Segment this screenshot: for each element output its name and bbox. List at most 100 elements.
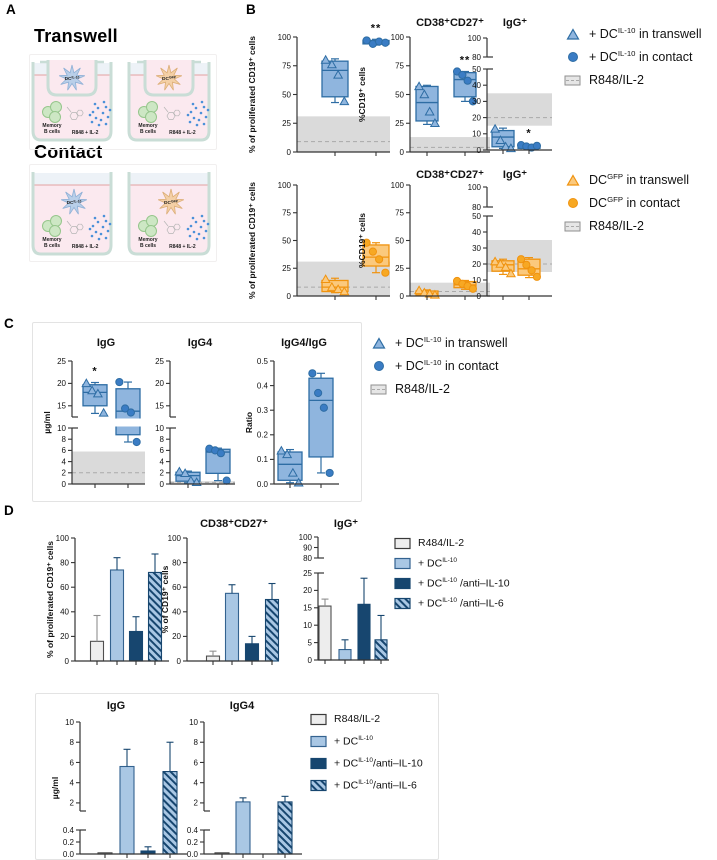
box-group: * — [516, 128, 542, 152]
boxplot-igg-pos-dcil10: * 0 10 20 30 40 50 80 100 IgG⁺ — [468, 17, 552, 155]
legend-item: + DCIL-10 in contact — [564, 45, 702, 68]
il2-dot — [106, 229, 110, 233]
il2-dot — [188, 120, 192, 124]
il2-dot — [189, 110, 193, 114]
y-tick-label: 20 — [472, 260, 481, 269]
y-tick-label: 2 — [62, 469, 67, 478]
well-wall — [127, 172, 211, 256]
il2-dot — [191, 102, 195, 106]
data-point-triangle — [180, 468, 191, 478]
y-tick-label: 100 — [56, 534, 70, 543]
legend-item: R484/IL-2 — [394, 533, 510, 553]
data-point-triangle — [490, 123, 501, 133]
legend-item: + DCIL-10 — [394, 553, 510, 573]
triangle-blue-icon — [566, 27, 580, 40]
data-point-triangle — [500, 261, 511, 271]
bar-white — [205, 650, 221, 662]
legend-item: + DCIL-10 in transwell — [370, 331, 508, 354]
il2-dot — [108, 108, 112, 112]
stimulus-label: R848 + IL-2 — [72, 130, 99, 136]
y-tick-label: 5 — [308, 638, 313, 647]
bar-lightblue — [235, 797, 251, 855]
y-axis-label: % of CD19⁺ cells — [160, 565, 170, 633]
box-group — [490, 256, 516, 278]
panel-a-label: A — [6, 2, 16, 17]
y-tick-label: 0 — [287, 292, 292, 301]
chart-title: IgG⁺ — [503, 17, 527, 29]
y-tick-label: 60 — [172, 583, 181, 592]
y-axis-label: %CD19⁺ cells — [357, 213, 367, 268]
y-tick-label: 90 — [303, 543, 312, 552]
il2-dot — [197, 232, 201, 236]
r848-molecule-icon — [166, 223, 181, 234]
il2-dot — [99, 118, 103, 122]
transwell-diagram-frame — [29, 54, 217, 150]
il2-dot — [93, 216, 97, 220]
legend-item: DCGFP in contact — [564, 191, 689, 214]
legend-label: R848/IL-2 — [395, 381, 450, 396]
il2-dot — [195, 123, 199, 127]
stimulus-label: R848 + IL-2 — [72, 244, 99, 250]
y-tick-label: 100 — [168, 534, 182, 543]
data-point-triangle — [333, 284, 344, 294]
y-tick-label: 0.0 — [187, 850, 199, 859]
box-group — [414, 81, 440, 127]
y-tick-label: 0.4 — [187, 826, 199, 835]
y-tick-label: 40 — [472, 81, 481, 90]
b-cells-label: Memory — [42, 237, 61, 243]
bar-navy — [244, 635, 260, 662]
b-cells-label: Memory — [42, 123, 61, 129]
data-point-triangle — [87, 385, 98, 395]
data-point-triangle — [282, 449, 293, 459]
legend-panel-d-top: R484/IL-2 + DCIL-10 + DCIL-10 /anti–IL-10 … — [394, 533, 510, 613]
data-point-triangle — [339, 96, 350, 106]
data-point-circle — [319, 403, 328, 412]
band-grey-icon — [564, 221, 581, 231]
il2-dot — [197, 118, 201, 122]
panel-c-frame — [32, 322, 362, 502]
y-tick-label: 80 — [472, 203, 481, 212]
b-cells-label: Memory — [138, 123, 157, 129]
legend-dcgfp-transwell-contact: DCGFP in transwell DCGFP in contact R848/I… — [564, 168, 689, 237]
y-tick-label: 0 — [477, 146, 482, 155]
contact-diagram-frame — [29, 164, 217, 262]
y-tick-label: 10 — [303, 621, 312, 630]
data-point-triangle — [419, 89, 430, 99]
panel-d-label: D — [4, 503, 14, 518]
legend-label: R848/IL-2 — [589, 72, 644, 87]
il2-dot — [93, 102, 97, 106]
boxplot-proliferation-dcgfp: 0 25 50 75 100 % of proliferated CD19⁺ cells — [247, 181, 390, 301]
y-tick-label: 2 — [160, 469, 165, 478]
y-tick-label: 0.4 — [63, 826, 75, 835]
memory-b-cell — [50, 101, 62, 113]
chart-title: IgG — [107, 700, 125, 712]
y-tick-label: 100 — [391, 33, 405, 42]
memory-b-cell — [50, 215, 62, 227]
significance-mark: * — [92, 366, 97, 378]
barchart-igg4-concentration: 0.0 0.2 0.4 2 4 6 8 10 IgG4 — [187, 700, 302, 859]
box-group — [115, 377, 141, 447]
data-point-triangle — [505, 268, 516, 278]
y-tick-label: 100 — [468, 34, 482, 43]
il2-dot — [104, 236, 108, 240]
bar-lightblue-icon — [310, 735, 327, 748]
y-tick-label: 0.1 — [257, 455, 269, 464]
y-tick-label: 10 — [155, 424, 164, 433]
il2-dot — [97, 237, 101, 241]
il2-dot — [102, 214, 106, 218]
legend-item: + DCIL-10 in transwell — [564, 22, 702, 45]
il2-dot — [200, 100, 204, 104]
il2-dot — [96, 220, 100, 224]
transwell-heading: Transwell — [34, 26, 118, 46]
y-axis-label: Ratio — [244, 412, 254, 433]
data-point-circle — [222, 476, 231, 485]
bar-navy — [357, 577, 371, 661]
bar-lightblue — [338, 639, 352, 661]
il2-dot — [202, 219, 206, 223]
box-group — [205, 444, 231, 485]
data-point-circle — [126, 408, 135, 417]
data-point-triangle — [287, 467, 298, 477]
y-tick-label: 40 — [60, 608, 69, 617]
